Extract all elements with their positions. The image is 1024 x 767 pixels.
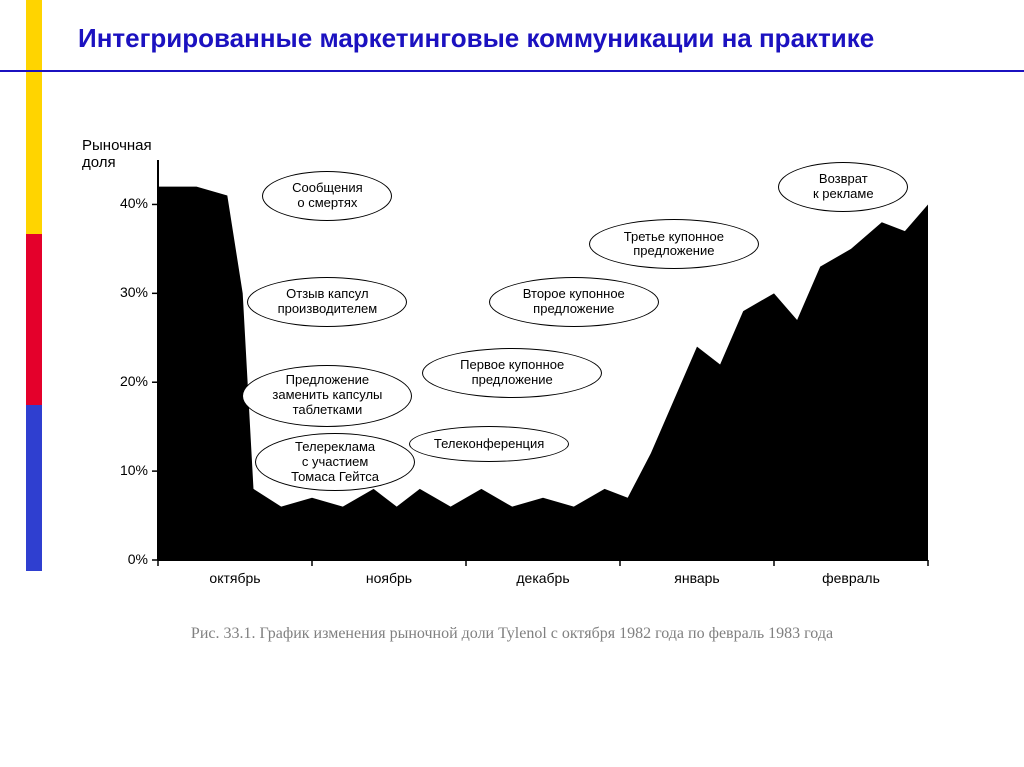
figure-caption: Рис. 33.1. График изменения рыночной дол… — [0, 625, 1024, 643]
bubble-6: Второе купонное предложение — [489, 277, 659, 327]
accent-seg-2 — [26, 234, 42, 405]
ytick-4: 40% — [108, 195, 148, 211]
xtick-4: февраль — [822, 570, 880, 586]
accent-sidebar — [26, 0, 42, 571]
accent-seg-3 — [26, 405, 42, 571]
slide: Интегрированные маркетинговые коммуникац… — [0, 0, 1024, 767]
ytick-0: 0% — [108, 551, 148, 567]
bubble-0: Сообщения о смертях — [262, 171, 392, 221]
xtick-0: октябрь — [209, 570, 260, 586]
xtick-2: декабрь — [516, 570, 569, 586]
accent-seg-1 — [26, 0, 42, 234]
ytick-2: 20% — [108, 373, 148, 389]
bubble-3: Телереклама с участием Томаса Гейтса — [255, 433, 415, 491]
bubble-2: Предложение заменить капсулы таблетками — [242, 365, 412, 427]
bubble-8: Возврат к рекламе — [778, 162, 908, 212]
xtick-1: ноябрь — [366, 570, 412, 586]
title-divider — [0, 70, 1024, 72]
bubble-1: Отзыв капсул производителем — [247, 277, 407, 327]
ytick-3: 30% — [108, 284, 148, 300]
xtick-3: январь — [674, 570, 719, 586]
chart: Рыночная доля 0% 10% 20% 30% 40% октябрь… — [70, 140, 960, 610]
slide-title: Интегрированные маркетинговые коммуникац… — [78, 22, 978, 55]
ytick-1: 10% — [108, 462, 148, 478]
